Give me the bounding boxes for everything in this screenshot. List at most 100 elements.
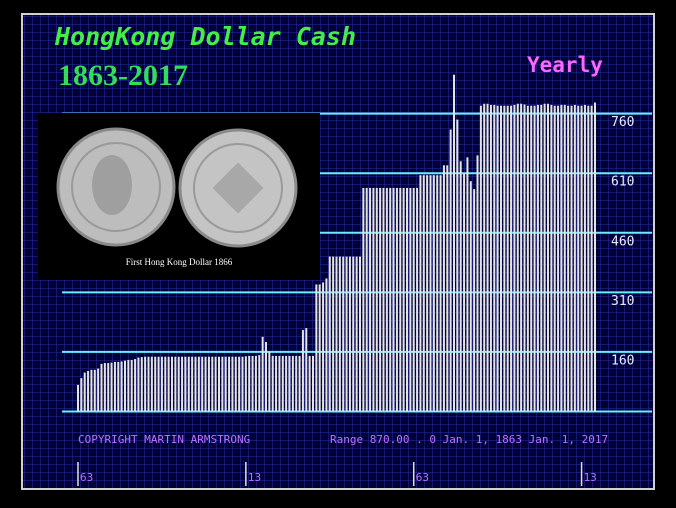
bar xyxy=(563,104,566,412)
bar xyxy=(543,103,546,412)
bar xyxy=(560,104,563,412)
bar xyxy=(392,187,395,412)
bar xyxy=(271,355,274,412)
bar xyxy=(530,105,533,412)
bar xyxy=(100,363,103,412)
bar xyxy=(174,356,177,412)
coin-ring xyxy=(193,143,283,233)
bar xyxy=(483,103,486,412)
bar xyxy=(332,256,335,412)
coin-image: First Hong Kong Dollar 1866 xyxy=(38,113,320,280)
bar xyxy=(191,356,194,412)
bar xyxy=(449,129,452,412)
bar xyxy=(513,104,516,412)
bar xyxy=(298,355,301,412)
bar xyxy=(469,181,472,412)
bar xyxy=(466,157,469,412)
bar xyxy=(372,187,375,412)
bar xyxy=(157,356,160,412)
bar xyxy=(406,187,408,412)
bar xyxy=(87,370,90,412)
bar xyxy=(456,119,459,412)
bar xyxy=(446,165,449,412)
bar xyxy=(214,356,217,412)
bar xyxy=(234,356,237,412)
bar xyxy=(338,256,341,412)
bar xyxy=(130,359,133,412)
bar xyxy=(362,187,365,412)
bar xyxy=(248,355,251,412)
range-info: Range 870.00 . 0 Jan. 1, 1863 Jan. 1, 20… xyxy=(330,433,608,446)
bar xyxy=(113,361,116,412)
bar xyxy=(103,363,106,412)
bar xyxy=(594,102,596,412)
bar xyxy=(587,105,590,412)
bar xyxy=(486,103,489,412)
bar xyxy=(459,161,462,412)
bar xyxy=(275,355,278,412)
bar xyxy=(476,155,479,412)
copyright: COPYRIGHT MARTIN ARMSTRONG xyxy=(78,433,250,446)
bar xyxy=(352,256,355,412)
bar xyxy=(265,342,267,412)
bar xyxy=(493,104,496,412)
bar xyxy=(506,105,509,412)
bar xyxy=(489,104,492,412)
bar xyxy=(536,104,539,412)
y-tick-label: 160 xyxy=(611,353,634,368)
bar xyxy=(389,187,392,412)
bar xyxy=(231,356,234,412)
bar xyxy=(426,175,429,412)
bar xyxy=(134,359,137,412)
bar xyxy=(244,356,247,412)
x-tick-label: 63 xyxy=(80,471,93,484)
bar xyxy=(124,360,126,412)
bar xyxy=(510,105,513,412)
bar xyxy=(291,355,294,412)
x-tick-label: 13 xyxy=(248,471,261,484)
bar xyxy=(412,187,415,412)
bar xyxy=(553,105,556,412)
bar xyxy=(120,361,123,412)
bar xyxy=(154,356,157,412)
bar xyxy=(261,336,264,412)
bar xyxy=(422,175,425,412)
bar xyxy=(211,356,214,412)
bar xyxy=(348,256,351,412)
bar xyxy=(251,355,254,412)
bar xyxy=(218,356,220,412)
bar xyxy=(110,362,113,412)
bar xyxy=(147,356,150,412)
bar xyxy=(520,103,523,412)
bar xyxy=(177,356,180,412)
bar xyxy=(241,356,244,412)
bar xyxy=(315,284,318,412)
bar xyxy=(416,187,419,412)
bar xyxy=(432,175,435,412)
bar xyxy=(409,187,412,412)
coin-portrait xyxy=(92,155,132,215)
bar xyxy=(496,105,499,412)
bar xyxy=(500,105,502,412)
bar xyxy=(382,187,385,412)
bar xyxy=(93,369,96,412)
image-caption: First Hong Kong Dollar 1866 xyxy=(126,257,233,267)
coin-ring xyxy=(71,142,161,232)
bar xyxy=(160,356,163,412)
bar xyxy=(335,256,338,412)
bar xyxy=(550,104,553,412)
bar xyxy=(254,355,257,412)
bar xyxy=(580,105,583,412)
bar xyxy=(429,175,432,412)
bar xyxy=(503,105,506,412)
period-label: Yearly xyxy=(527,53,603,77)
bar xyxy=(308,355,311,412)
bar xyxy=(322,282,325,412)
bar xyxy=(533,105,536,412)
bar xyxy=(144,356,147,412)
bar xyxy=(221,356,224,412)
bar xyxy=(107,363,110,412)
bar xyxy=(204,356,207,412)
bar xyxy=(547,103,549,412)
plot: 160 310 460 610 760 63 13 63 13 xyxy=(62,74,652,486)
